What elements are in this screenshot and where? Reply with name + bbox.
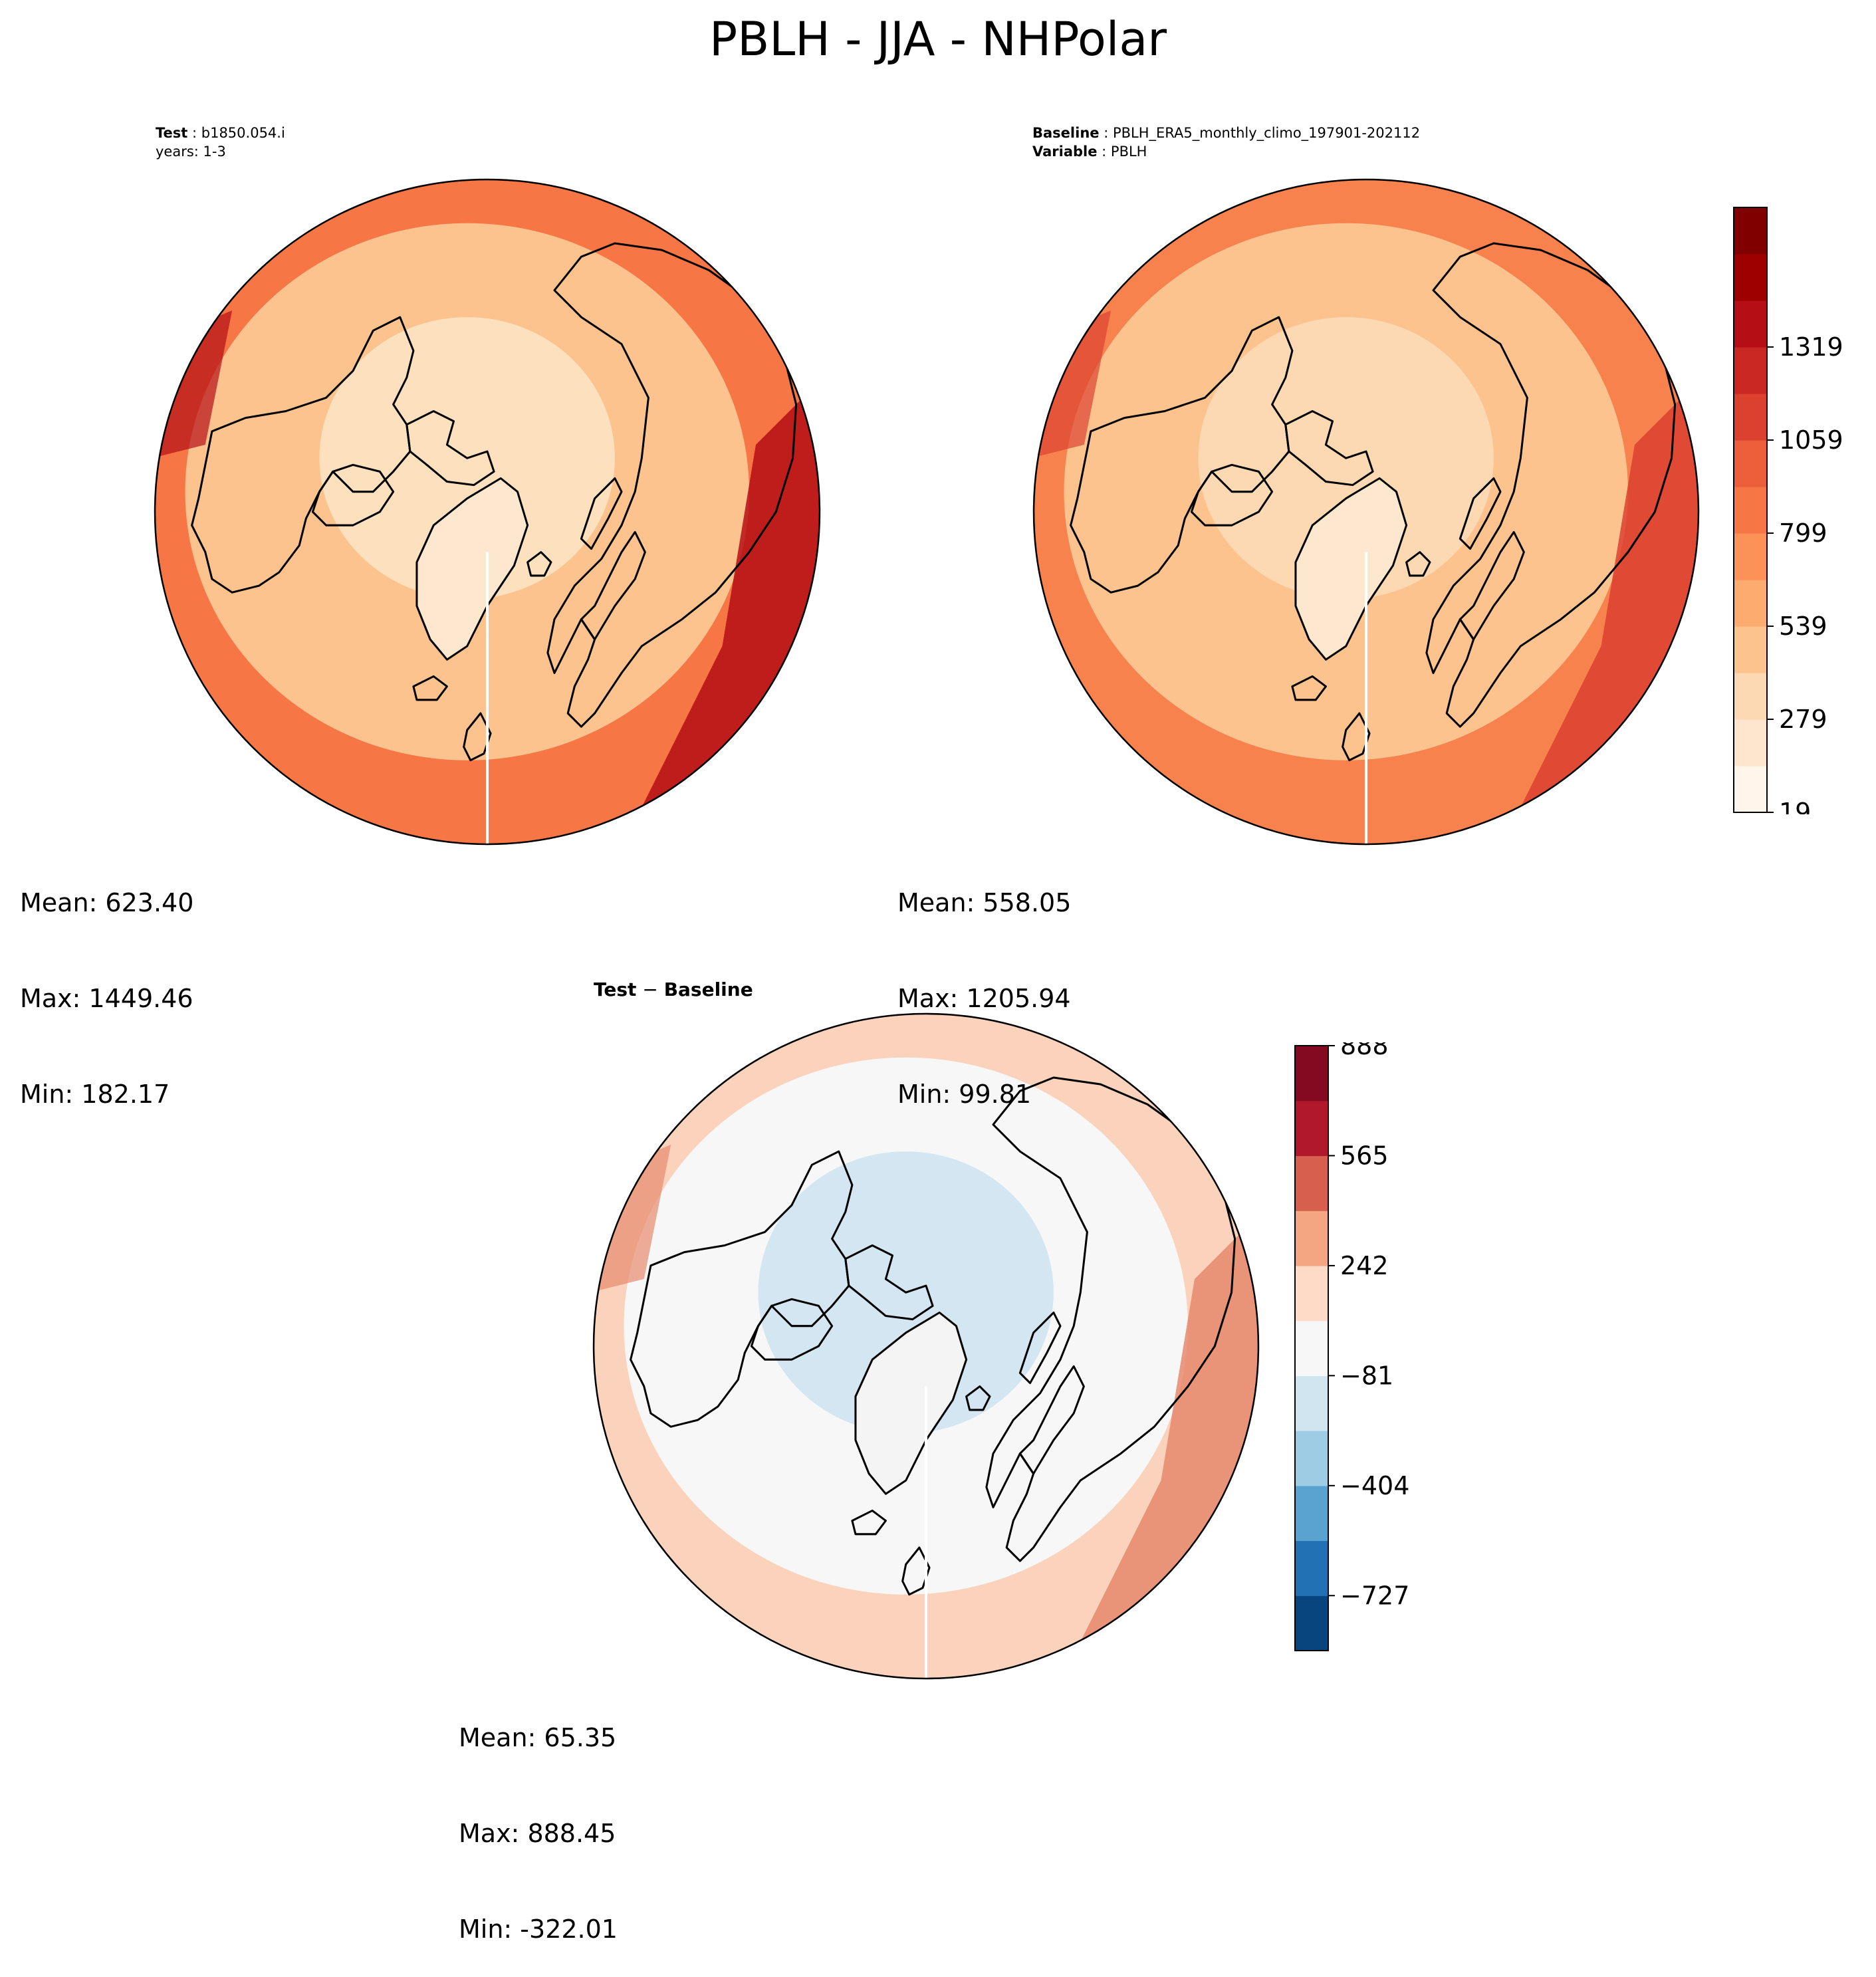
- colorbar-tick-label: 1059: [1779, 425, 1843, 455]
- test-min: Min: 182.17: [20, 1080, 170, 1109]
- colorbar-segment: [1295, 1155, 1328, 1211]
- test-max: Max: 1449.46: [20, 984, 193, 1013]
- colorbar-tick-label: −404: [1340, 1471, 1409, 1500]
- coastline-britain: [901, 1546, 931, 1596]
- colorbar-segment: [1295, 1595, 1328, 1651]
- coastline-northAmerica: [630, 1150, 854, 1428]
- colorbar-tick-label: −727: [1340, 1581, 1409, 1610]
- test-label-bold: Test: [156, 125, 188, 141]
- colorbar-segment: [1734, 719, 1767, 766]
- variable-label-bold: Variable: [1032, 144, 1098, 160]
- colorbar-segment: [1295, 1046, 1328, 1102]
- coastline-northAmerica: [1070, 316, 1294, 594]
- coastline-greenland: [854, 1311, 968, 1495]
- coastline-baffin: [750, 1298, 834, 1361]
- coastline-scandinavia: [1018, 1365, 1085, 1475]
- baseline-label-bold: Baseline: [1032, 125, 1100, 141]
- colorbar-tick-label: 1319: [1779, 332, 1843, 362]
- absolute-colorbar: 19 279 539 799 1059 1319: [1733, 207, 1843, 814]
- colorbar-segment: [1734, 394, 1767, 441]
- coastline-novaya: [580, 477, 623, 550]
- test-panel-label: Test : b1850.054.i years: 1-3: [156, 124, 285, 161]
- diff-max: Max: 888.45: [459, 1819, 616, 1848]
- coastline-iceland: [1291, 675, 1327, 701]
- coastline-greenland: [1294, 477, 1408, 661]
- colorbar-segment: [1734, 673, 1767, 720]
- baseline-max: Max: 1205.94: [897, 984, 1071, 1013]
- coastline-svalbard: [527, 551, 552, 577]
- colorbar-segment: [1734, 487, 1767, 534]
- baseline-mean: Mean: 558.05: [897, 888, 1072, 917]
- coastline-iceland: [851, 1509, 887, 1536]
- coastline-canadaIsles: [844, 1244, 934, 1321]
- coastline-svalbard: [965, 1385, 991, 1411]
- colorbar-segment: [1295, 1100, 1328, 1157]
- test-label-years: years: 1-3: [156, 144, 226, 160]
- diff-mean: Mean: 65.35: [459, 1723, 617, 1752]
- colorbar-segment: [1734, 626, 1767, 673]
- coastline-iceland: [412, 675, 448, 701]
- colorbar-tick-label: 799: [1779, 519, 1827, 548]
- colorbar-segment: [1734, 533, 1767, 580]
- baseline-stats: Mean: 558.05 Max: 1205.94 Min: 99.81: [897, 823, 1071, 1142]
- colorbar-segment: [1295, 1431, 1328, 1486]
- colorbar-segment: [1295, 1540, 1328, 1596]
- difference-colorbar: −727 −404 −81 242 565 888: [1294, 1042, 1409, 1651]
- diff-min: Min: -322.01: [459, 1915, 618, 1944]
- coastline-eurasia: [985, 1076, 1236, 1562]
- colorbar-segment: [1295, 1265, 1328, 1322]
- colorbar-segment: [1295, 1375, 1328, 1431]
- figure-title: PBLH - JJA - NHPolar: [709, 12, 1167, 66]
- test-polar-map: [154, 178, 821, 846]
- difference-polar-map: [592, 1012, 1260, 1680]
- baseline-min: Min: 99.81: [897, 1080, 1032, 1109]
- colorbar-tick-label: −81: [1340, 1361, 1393, 1390]
- colorbar-segment: [1734, 347, 1767, 394]
- coastline-baffin: [311, 463, 395, 526]
- diff-label-test: Test: [594, 979, 637, 1000]
- colorbar-tick-label: 242: [1340, 1251, 1389, 1280]
- coastline-canadaIsles: [1284, 409, 1374, 487]
- variable-label-value: : PBLH: [1097, 144, 1147, 160]
- coastline-eurasia: [546, 242, 798, 728]
- colorbar-tick-label: 888: [1340, 1042, 1389, 1060]
- diff-panel-label: Test − Baseline: [594, 979, 753, 1000]
- colorbar-tick-label: 279: [1779, 705, 1827, 734]
- coastline-scandinavia: [580, 530, 646, 641]
- baseline-label-case: : PBLH_ERA5_monthly_climo_197901-202112: [1099, 125, 1421, 141]
- colorbar-tick-label: 19: [1779, 798, 1811, 814]
- colorbar-segment: [1295, 1211, 1328, 1266]
- colorbar-segment: [1295, 1320, 1328, 1376]
- coastline-scandinavia: [1459, 530, 1525, 641]
- coastline-novaya: [1459, 477, 1502, 550]
- coastline-eurasia: [1425, 242, 1677, 728]
- coastline-britain: [463, 712, 492, 762]
- test-stats: Mean: 623.40 Max: 1449.46 Min: 182.17: [20, 823, 193, 1142]
- colorbar-segment: [1734, 254, 1767, 301]
- colorbar-tick-label: 539: [1779, 612, 1827, 641]
- coastline-canadaIsles: [406, 409, 495, 487]
- test-label-case: : b1850.054.i: [187, 125, 285, 141]
- test-mean: Mean: 623.40: [20, 888, 194, 917]
- colorbar-tick-label: 565: [1340, 1141, 1389, 1170]
- baseline-polar-map: [1032, 178, 1700, 846]
- coastline-greenland: [415, 477, 529, 661]
- coastline-svalbard: [1405, 551, 1431, 577]
- coastline-baffin: [1190, 463, 1274, 526]
- diff-label-baseline: Baseline: [663, 979, 753, 1000]
- baseline-panel-label: Baseline : PBLH_ERA5_monthly_climo_19790…: [1032, 124, 1420, 161]
- colorbar-segment: [1295, 1485, 1328, 1542]
- coastline-northAmerica: [191, 316, 415, 594]
- coastline-britain: [1342, 712, 1371, 762]
- colorbar-segment: [1734, 207, 1767, 255]
- colorbar-segment: [1734, 580, 1767, 627]
- diff-label-minus: −: [636, 979, 664, 1000]
- colorbar-segment: [1734, 440, 1767, 487]
- diff-stats: Mean: 65.35 Max: 888.45 Min: -322.01: [459, 1658, 618, 1977]
- coastline-novaya: [1018, 1311, 1062, 1385]
- colorbar-segment: [1734, 300, 1767, 348]
- colorbar-segment: [1734, 766, 1767, 813]
